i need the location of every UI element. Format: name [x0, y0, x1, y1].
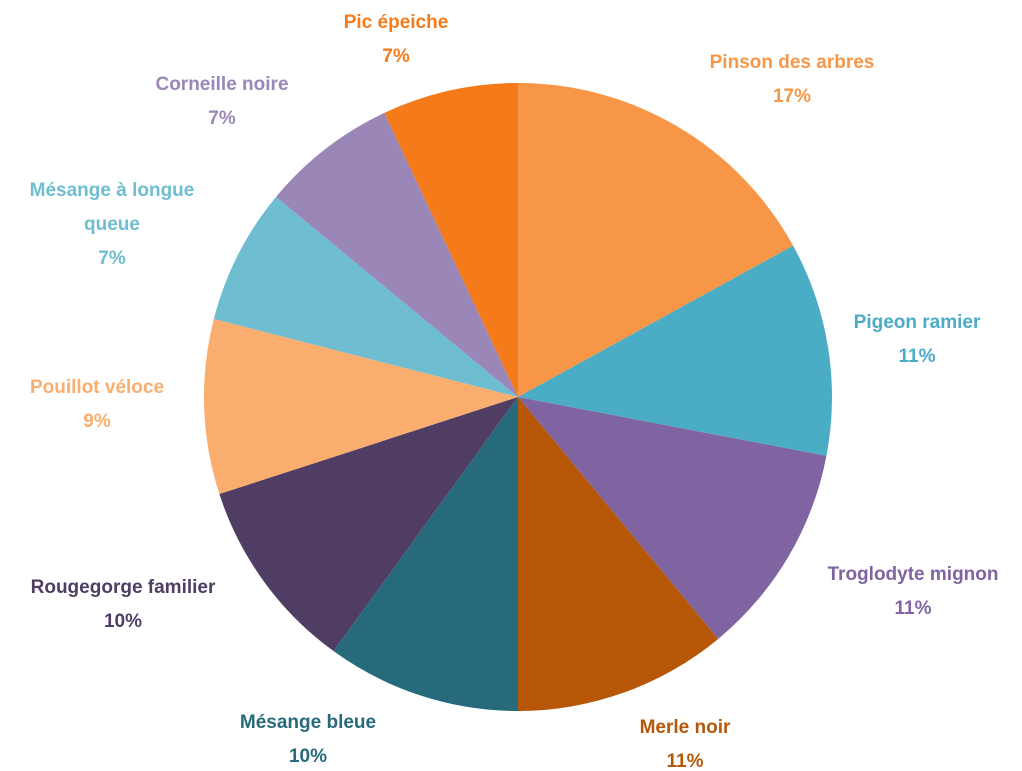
- slice-label: Pic épeiche 7%: [344, 6, 449, 74]
- value-label: 7%: [382, 46, 410, 67]
- slice-label: Mésange bleue 10%: [240, 706, 376, 771]
- pie-slice: [384, 83, 518, 397]
- category-label: Pigeon ramier: [853, 312, 981, 333]
- category-label: Mésange bleue: [239, 712, 377, 733]
- category-label: Mésange à longue queue: [29, 180, 195, 235]
- value-label: 11%: [666, 751, 704, 771]
- slice-label: Troglodyte mignon 11%: [828, 558, 999, 626]
- slice-label: Pouillot véloce 9%: [30, 371, 164, 439]
- pie-slice: [276, 112, 518, 397]
- category-label: Pinson des arbres: [709, 52, 875, 73]
- pie-slice: [333, 397, 518, 711]
- pie-slice: [219, 397, 518, 652]
- pie-slice: [518, 397, 827, 639]
- slice-label: Pinson des arbres 17%: [710, 46, 875, 114]
- value-label: 10%: [103, 611, 143, 632]
- slice-label: Rougegorge familier 10%: [31, 571, 216, 639]
- value-label: 11%: [898, 346, 936, 367]
- value-label: 11%: [894, 598, 932, 619]
- value-label: 17%: [772, 86, 812, 107]
- value-label: 7%: [208, 108, 236, 129]
- pie-slice: [518, 397, 719, 711]
- value-label: 9%: [83, 411, 111, 432]
- slice-label: Corneille noire 7%: [155, 68, 288, 136]
- pie-slice: [203, 318, 518, 495]
- category-label: Pic épeiche: [343, 12, 449, 33]
- value-label: 10%: [288, 746, 328, 767]
- slice-label: Merle noir 11%: [640, 711, 731, 771]
- slice-label: Pigeon ramier 11%: [854, 306, 981, 374]
- category-label: Corneille noire: [155, 74, 289, 95]
- pie-slice: [518, 245, 832, 456]
- category-label: Merle noir: [639, 717, 731, 738]
- category-label: Troglodyte mignon: [827, 564, 999, 585]
- value-label: 7%: [98, 248, 126, 269]
- pie-slice: [213, 196, 519, 397]
- slice-label: Mésange à longue queue 7%: [7, 174, 217, 276]
- category-label: Rougegorge familier: [30, 577, 216, 598]
- category-label: Pouillot véloce: [29, 377, 165, 398]
- pie-slice: [518, 83, 794, 397]
